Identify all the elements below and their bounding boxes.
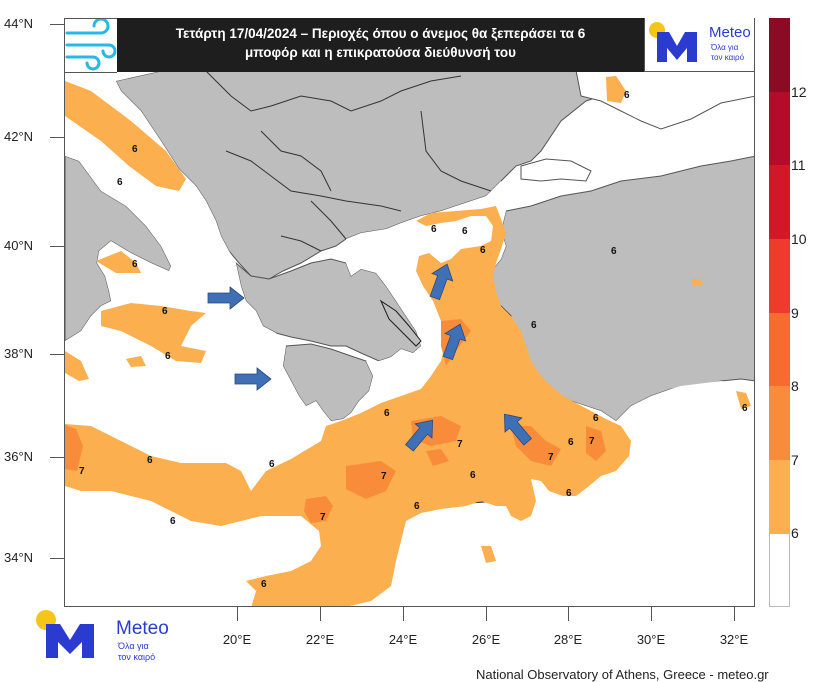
- logo-tagline-2: τον καιρό: [118, 652, 156, 662]
- lon-tick: [403, 607, 404, 621]
- wind-icon: [65, 17, 117, 71]
- colorbar-segment: [769, 238, 790, 313]
- lat-tick: [50, 558, 64, 559]
- contour-label: 6: [531, 320, 537, 331]
- lon-label: 24°E: [388, 632, 418, 647]
- colorbar-segment: [769, 91, 790, 166]
- contour-label: 6: [414, 501, 420, 512]
- wind-arrow-icon: [234, 367, 272, 391]
- meteo-logo-bottom: Meteo Όλα για τον καιρό: [34, 606, 174, 666]
- meteo-m-icon: [649, 22, 697, 62]
- colorbar-label: 6: [791, 525, 799, 542]
- logo-name: Meteo: [709, 24, 751, 41]
- contour-label: 6: [117, 177, 123, 188]
- colorbar-label: 8: [791, 378, 799, 395]
- colorbar-segment: [769, 533, 790, 607]
- lon-tick: [320, 607, 321, 621]
- contour-labels: 6 6 6 6 6 7 6 6 6 7 6 6 6 6 6 6 7 7 6 7 6 7 6 6 6 6 6 6: [79, 90, 748, 590]
- contour-label: 6: [132, 144, 138, 155]
- contour-label: 6: [165, 351, 171, 362]
- lon-tick: [734, 607, 735, 621]
- lon-tick: [486, 607, 487, 621]
- colorbar-segment: [769, 165, 790, 239]
- contour-label: 7: [320, 512, 326, 523]
- lat-label: 34°N: [4, 550, 34, 565]
- contour-label: 6: [566, 488, 572, 499]
- contour-label: 6: [462, 226, 468, 237]
- colorbar-segment: [769, 459, 790, 534]
- contour-label: 6: [593, 413, 599, 424]
- wind-direction-arrows: [207, 263, 532, 452]
- bf6-areas: [65, 76, 751, 606]
- meteo-m-icon: [36, 610, 94, 658]
- lon-label: 20°E: [222, 632, 252, 647]
- lon-tick: [651, 607, 652, 621]
- wind-map: 6 6 6 6 6 7 6 6 6 7 6 6 6 6 6 6 7 7 6 7 6 7 6 6 6 6 6 6: [64, 18, 755, 607]
- contour-label: 6: [742, 403, 748, 414]
- lat-tick: [50, 137, 64, 138]
- wind-arrow-icon: [504, 413, 532, 446]
- colorbar-label: 10: [791, 230, 807, 247]
- contour-label: 6: [384, 408, 390, 419]
- contour-label: 6: [147, 455, 153, 466]
- lon-label: 28°E: [553, 632, 583, 647]
- colorbar-label: 11: [791, 157, 806, 174]
- map-canvas: 6 6 6 6 6 7 6 6 6 7 6 6 6 6 6 6 7 7 6 7 6 7 6 6 6 6 6 6: [65, 19, 754, 606]
- contour-label: 7: [79, 466, 85, 477]
- wind-icon-box: [65, 17, 117, 73]
- contour-label: 6: [170, 516, 176, 527]
- wind-arrow-icon: [429, 263, 454, 301]
- lat-label: 44°N: [4, 16, 34, 31]
- wind-arrow-icon: [442, 323, 467, 361]
- contour-label: 6: [431, 224, 437, 235]
- colorbar-label: 12: [791, 83, 807, 100]
- lat-label: 38°N: [4, 346, 34, 361]
- credit-text: National Observatory of Athens, Greece -…: [476, 667, 769, 682]
- lon-label: 32°E: [719, 632, 749, 647]
- colorbar-segment: [769, 312, 790, 387]
- wind-arrow-icon: [207, 286, 245, 310]
- lon-label: 30°E: [636, 632, 666, 647]
- lat-tick: [50, 246, 64, 247]
- contour-label: 6: [480, 245, 486, 256]
- contour-label: 6: [261, 579, 267, 590]
- title-line-1: Τετάρτη 17/04/2024 – Περιοχές όπου ο άνε…: [175, 26, 586, 41]
- colorbar-label: 7: [791, 451, 799, 468]
- colorbar-segment: [769, 18, 790, 92]
- lat-tick: [50, 457, 64, 458]
- lat-label: 40°N: [4, 238, 34, 253]
- contour-label: 6: [470, 470, 476, 481]
- lat-label: 36°N: [4, 449, 34, 464]
- contour-label: 6: [162, 306, 168, 317]
- lon-tick: [237, 607, 238, 621]
- contour-label: 7: [589, 436, 595, 447]
- colorbar-label: 9: [791, 304, 799, 321]
- contour-label: 6: [624, 90, 630, 101]
- beaufort-colorbar: [769, 18, 790, 607]
- contour-label: 7: [548, 452, 554, 463]
- contour-label: 7: [457, 439, 463, 450]
- lat-label: 42°N: [4, 129, 34, 144]
- contour-label: 6: [568, 437, 574, 448]
- title-line-2: μποφόρ και η επικρατούσα διεύθυνσή του: [245, 45, 516, 60]
- logo-tagline-1: Όλα για: [118, 641, 149, 651]
- lon-label: 22°E: [305, 632, 335, 647]
- logo-tagline-1: Όλα για: [711, 43, 739, 52]
- wind-arrow-icon: [405, 419, 433, 452]
- contour-label: 6: [269, 459, 275, 470]
- lon-tick: [568, 607, 569, 621]
- contour-label: 6: [611, 246, 617, 257]
- contour-label: 6: [132, 259, 138, 270]
- colorbar-segment: [769, 386, 790, 460]
- logo-tagline-2: τον καιρό: [711, 53, 745, 62]
- lon-label: 26°E: [471, 632, 501, 647]
- map-title: Τετάρτη 17/04/2024 – Περιοχές όπου ο άνε…: [117, 18, 644, 72]
- lat-tick: [50, 354, 64, 355]
- meteo-logo-top: Meteo Όλα για τον καιρό: [644, 18, 754, 72]
- contour-label: 7: [381, 471, 387, 482]
- lat-tick: [50, 24, 64, 25]
- logo-name: Meteo: [116, 618, 169, 639]
